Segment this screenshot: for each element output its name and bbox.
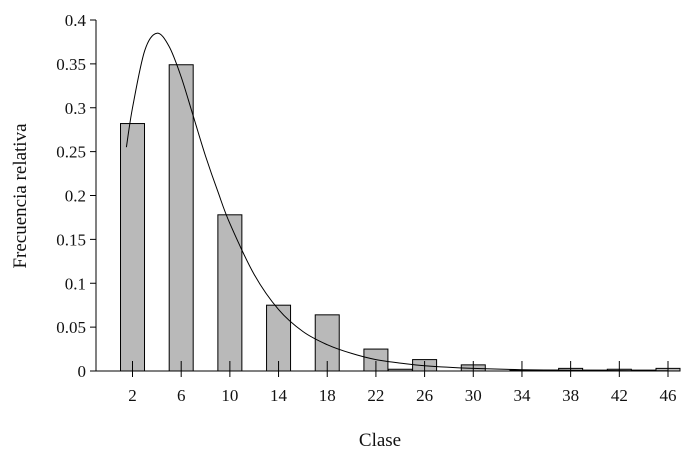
y-tick-label: 0.25 bbox=[56, 143, 86, 162]
bar-14 bbox=[266, 304, 292, 372]
fitted-density-curve bbox=[125, 32, 669, 372]
y-tick-label: 0.2 bbox=[65, 187, 86, 206]
y-tick-label: 0.1 bbox=[65, 274, 86, 293]
x-tick-label: 14 bbox=[270, 386, 288, 405]
x-tick-label: 2 bbox=[128, 386, 137, 405]
y-axis-title: Frecuencia relativa bbox=[10, 123, 31, 269]
x-tick-label: 38 bbox=[562, 386, 579, 405]
x-tick-label: 42 bbox=[611, 386, 628, 405]
x-tick-label: 34 bbox=[513, 386, 531, 405]
x-tick-label: 26 bbox=[416, 386, 433, 405]
y-tick-label: 0.05 bbox=[56, 318, 86, 337]
y-tick-label: 0.35 bbox=[56, 55, 86, 74]
bar-10 bbox=[217, 214, 243, 372]
x-axis-title: Clase bbox=[359, 430, 401, 449]
y-tick-label: 0.3 bbox=[65, 99, 86, 118]
x-ticks-group: 2 6 10 14 18 22 26 30 34 38 42 46 bbox=[128, 361, 677, 405]
y-tick-label: 0 bbox=[78, 362, 87, 381]
x-tick-label: 30 bbox=[465, 386, 482, 405]
fitted-curve-group bbox=[125, 32, 669, 372]
y-ticks-group: 0 0.05 0.1 0.15 0.2 0.25 0.3 0.35 0.4 bbox=[56, 11, 96, 381]
x-tick-label: 10 bbox=[221, 386, 238, 405]
y-tick-label: 0.4 bbox=[65, 11, 87, 30]
x-tick-label: 46 bbox=[660, 386, 677, 405]
bars-group bbox=[120, 64, 681, 372]
y-tick-label: 0.15 bbox=[56, 230, 86, 249]
x-tick-label: 22 bbox=[367, 386, 384, 405]
x-tick-label: 18 bbox=[319, 386, 336, 405]
x-tick-label: 6 bbox=[177, 386, 186, 405]
bar-6 bbox=[168, 64, 194, 372]
bar-2 bbox=[120, 123, 146, 372]
